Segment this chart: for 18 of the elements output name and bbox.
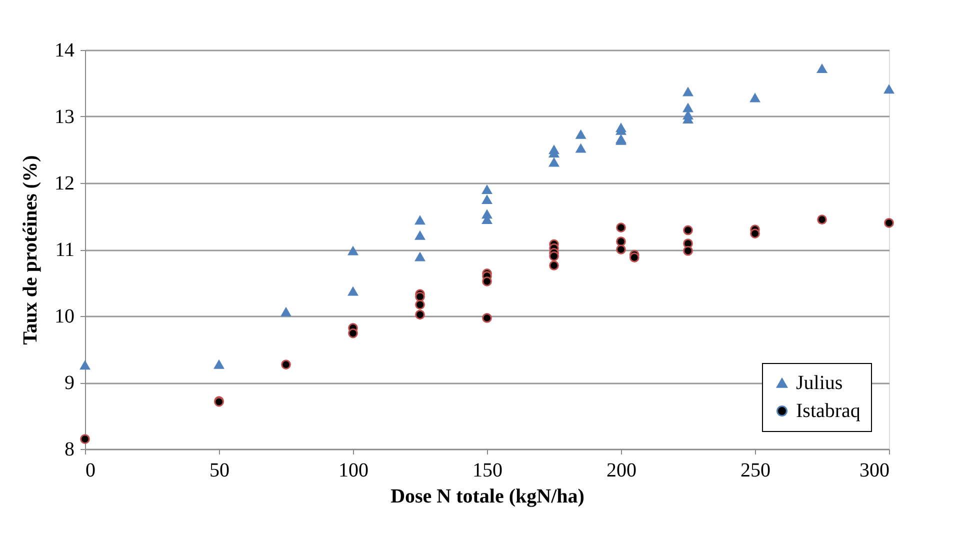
y-axis-title: Taux de protéines (%)	[20, 155, 42, 345]
x-tick-label: 250	[740, 460, 770, 482]
y-tick-label: 8	[64, 438, 74, 460]
x-tick-label: 50	[210, 460, 230, 482]
x-tick-label: 0	[86, 460, 96, 482]
x-tick-label: 150	[472, 460, 502, 482]
y-tick-label: 9	[64, 372, 74, 394]
legend-label: Julius	[796, 372, 843, 394]
x-axis-title: Dose N totale (kgN/ha)	[390, 486, 584, 508]
y-tick-label: 14	[54, 40, 74, 62]
y-tick-label: 10	[54, 306, 74, 328]
y-tick-label: 13	[54, 106, 74, 128]
x-tick-label: 300	[860, 460, 890, 482]
x-tick-label: 200	[606, 460, 636, 482]
x-tick-label: 100	[338, 460, 368, 482]
legend-label: Istabraq	[796, 400, 860, 422]
y-tick-label: 12	[54, 172, 74, 194]
y-tick-label: 11	[55, 239, 74, 261]
